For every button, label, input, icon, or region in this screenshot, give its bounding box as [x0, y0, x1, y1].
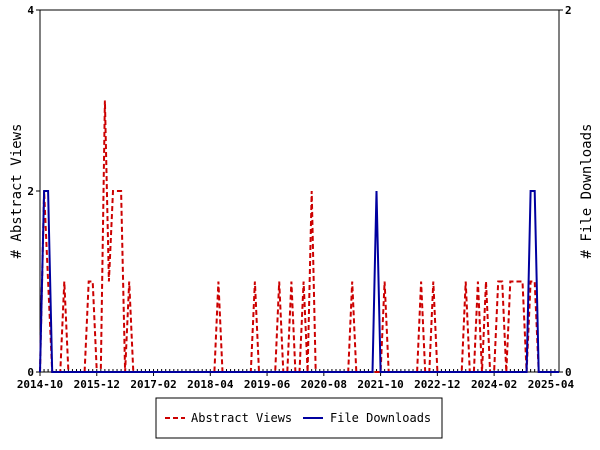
- x-tick-label: 2020-08: [301, 378, 347, 391]
- x-tick-label: 2025-04: [528, 378, 575, 391]
- x-tick-label: 2015-12: [74, 378, 120, 391]
- legend-label-abstract-views: Abstract Views: [191, 411, 292, 425]
- plot-border: [39, 9, 560, 373]
- x-tick-label: 2022-12: [414, 378, 460, 391]
- plot-area: [39, 9, 560, 373]
- y-right-tick-label: 2: [565, 4, 572, 17]
- legend: Abstract Views File Downloads: [155, 397, 443, 439]
- y-axis-left: 0 2 4: [27, 4, 40, 379]
- x-tick-label: 2018-04: [187, 378, 234, 391]
- legend-box: [155, 397, 443, 439]
- series-layer: [39, 100, 559, 373]
- legend-label-file-downloads: File Downloads: [330, 411, 431, 425]
- y-axis-right-title: # File Downloads: [579, 124, 595, 259]
- x-tick-label: 2014-10: [17, 378, 63, 391]
- x-tick-label: 2024-02: [471, 378, 517, 391]
- x-tick-label: 2021-10: [357, 378, 403, 391]
- y-left-tick-label: 0: [27, 366, 34, 379]
- y-axis-left-title: # Abstract Views: [9, 124, 25, 259]
- y-left-tick-label: 4: [27, 4, 34, 17]
- x-tick-label: 2019-06: [244, 378, 291, 391]
- series-line-file-downloads: [39, 190, 559, 373]
- y-right-tick-label: 0: [565, 366, 572, 379]
- x-axis: 2014-10 2015-12 2017-02 2018-04 2019-06 2020-…: [17, 369, 575, 391]
- x-tick-label: 2017-02: [130, 378, 176, 391]
- y-left-tick-label: 2: [27, 185, 34, 198]
- y-axis-right: 02: [559, 4, 572, 379]
